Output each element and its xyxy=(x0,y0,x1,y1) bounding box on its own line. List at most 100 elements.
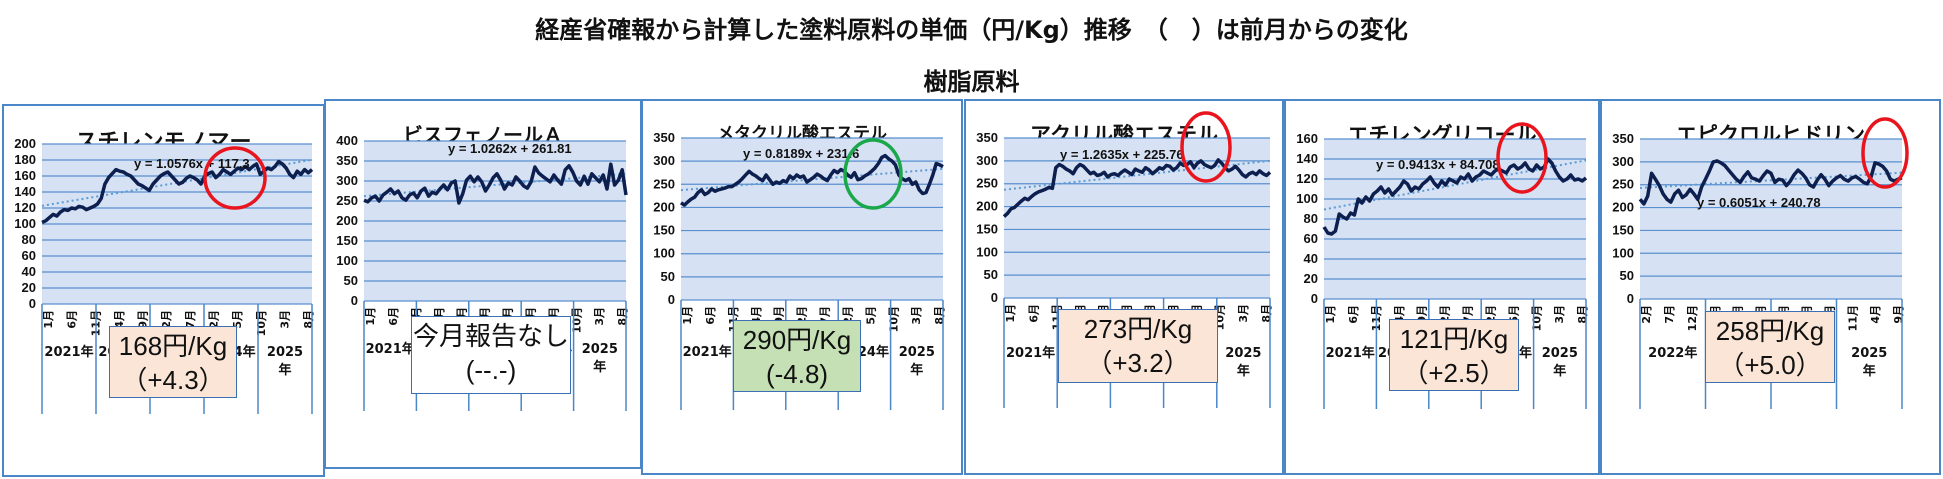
x-tick-label: 8月 xyxy=(1576,305,1589,324)
highlight-circle xyxy=(1861,117,1909,189)
x-tick-label: 12月 xyxy=(1686,305,1699,331)
y-tick-label: 150 xyxy=(336,233,358,248)
chart-svg: 0 50 100 150 200 250 300 350 400 y = 1.0262x + 26… xyxy=(336,133,629,411)
x-tick-label: 7月 xyxy=(819,306,832,325)
x-tick-label: 2月 xyxy=(1640,305,1653,324)
price-label: 273円/Kg xyxy=(1083,314,1193,344)
y-tick-label: 60 xyxy=(1304,231,1318,246)
y-tick-label: 160 xyxy=(14,168,36,183)
x-tick-label: 7月 xyxy=(184,310,197,329)
x-tick-label: 7月 xyxy=(1462,305,1475,324)
y-tick-label: 100 xyxy=(1296,191,1318,206)
chart-svg: 0 50 100 150 200 250 300 350 y = 0.8189x + 231.6… xyxy=(653,130,946,410)
y-tick-label: 200 xyxy=(976,199,998,214)
x-tick-label: 10月 xyxy=(1530,305,1543,331)
x-tick-label: 9月 xyxy=(773,306,786,325)
x-tick-label: 8月 xyxy=(933,306,946,325)
series-line xyxy=(363,162,628,205)
year-label: 2025 xyxy=(1542,346,1578,361)
price-box: 168円/Kg （+4.3） xyxy=(109,326,237,398)
price-label: 今月報告なし xyxy=(412,321,569,351)
plot-area xyxy=(681,138,943,300)
highlight-circle xyxy=(1180,111,1232,183)
x-tick-label: 2月 xyxy=(160,310,173,329)
page-subtitle: 樹脂原料 xyxy=(923,68,1020,96)
y-tick-label: 0 xyxy=(29,296,36,311)
x-tick-label: 1月 xyxy=(42,310,55,329)
price-box: 121円/Kg （+2.5） xyxy=(1389,319,1519,391)
y-tick-label: 40 xyxy=(22,264,36,279)
x-tick-label: 6月 xyxy=(704,306,717,325)
x-tick-label: 10月 xyxy=(887,306,900,332)
x-tick-label: 6月 xyxy=(387,307,400,326)
y-tick-label: 150 xyxy=(653,223,675,238)
year-label: 2022年 xyxy=(1648,345,1697,361)
y-tick-label: 0 xyxy=(351,293,358,308)
x-tick-label: 5月 xyxy=(1507,305,1520,324)
x-tick-label: 10月 xyxy=(570,307,583,333)
year-label: 2021年 xyxy=(683,344,732,360)
year-label: 2025 xyxy=(267,345,303,360)
y-tick-label: 150 xyxy=(1612,222,1634,237)
y-tick-label: 400 xyxy=(336,133,358,148)
year-label: 2025 xyxy=(1225,346,1261,361)
y-tick-label: 100 xyxy=(653,246,675,261)
year-label: 年 xyxy=(593,359,606,375)
change-label: (-4.8) xyxy=(765,359,829,389)
highlight-circle xyxy=(203,146,267,210)
y-tick-label: 300 xyxy=(1612,154,1634,169)
y-tick-label: 40 xyxy=(1304,251,1318,266)
price-box: 258円/Kg （+5.0） xyxy=(1705,311,1835,383)
chart-panel-acrylate: アクリル酸エステル 0 50 100 150 200 250 300 350 y = 1.263… xyxy=(964,99,1284,475)
x-tick-label: 8月 xyxy=(616,307,629,326)
change-label: (--.-) xyxy=(465,355,517,385)
y-tick-label: 0 xyxy=(991,290,998,305)
x-tick-label: 6月 xyxy=(66,310,79,329)
y-tick-label: 80 xyxy=(22,232,36,247)
y-tick-label: 200 xyxy=(1612,200,1634,215)
year-label: 年 xyxy=(1237,363,1250,379)
series-line xyxy=(41,159,314,225)
change-label: （+3.2） xyxy=(1086,348,1190,378)
x-tick-label: 1月 xyxy=(1004,304,1017,323)
y-tick-label: 250 xyxy=(653,176,675,191)
y-tick-label: 300 xyxy=(653,153,675,168)
trend-equation: y = 1.0262x + 261.81 xyxy=(448,141,572,156)
y-tick-label: 180 xyxy=(14,152,36,167)
x-tick-label: 9月 xyxy=(137,310,150,329)
trend-equation: y = 0.6051x + 240.78 xyxy=(1697,195,1821,210)
x-tick-label: 3月 xyxy=(1237,304,1250,323)
y-tick-label: 140 xyxy=(14,184,36,199)
y-tick-label: 50 xyxy=(1620,268,1634,283)
x-tick-label: 5月 xyxy=(864,306,877,325)
chart-panel-ethylene-glycol: エチレングリコール 0 20 40 60 80 100 120 140 160 y = 0.941… xyxy=(1284,99,1600,475)
y-tick-label: 250 xyxy=(336,193,358,208)
year-label: 2025 xyxy=(582,342,618,357)
price-label: 258円/Kg xyxy=(1715,316,1825,346)
x-tick-label: 7月 xyxy=(1663,305,1676,324)
series-line xyxy=(1638,159,1903,206)
page-title: 経産省確報から計算した塗料原料の単価（円/Kg）推移 （ ）は前月からの変化 xyxy=(535,16,1408,44)
y-tick-label: 20 xyxy=(22,280,36,295)
y-tick-label: 150 xyxy=(976,221,998,236)
y-tick-label: 140 xyxy=(1296,151,1318,166)
x-tick-label: 4月 xyxy=(750,306,763,325)
x-tick-label: 1月 xyxy=(681,306,694,325)
y-tick-label: 100 xyxy=(336,253,358,268)
series-line xyxy=(1322,157,1588,236)
plot-area xyxy=(1004,138,1270,298)
trend-equation: y = 0.9413x + 84.708 xyxy=(1376,157,1500,172)
x-tick-label: 3月 xyxy=(278,310,291,329)
price-box: 今月報告なし (--.-) xyxy=(411,316,571,394)
price-label: 290円/Kg xyxy=(742,325,852,355)
y-tick-label: 100 xyxy=(976,244,998,259)
chart-panel-bisphenol-a: ビスフェノールＡ 0 50 100 150 200 250 300 350 400 y = 1.0… xyxy=(324,99,642,469)
price-box: 273円/Kg （+3.2） xyxy=(1058,309,1218,383)
year-label: 2021年 xyxy=(44,344,93,360)
y-tick-label: 80 xyxy=(1304,211,1318,226)
y-tick-label: 50 xyxy=(661,269,675,284)
y-tick-label: 350 xyxy=(653,130,675,145)
y-tick-label: 350 xyxy=(976,130,998,145)
year-label: 年 xyxy=(910,362,923,378)
y-tick-label: 200 xyxy=(14,136,36,151)
